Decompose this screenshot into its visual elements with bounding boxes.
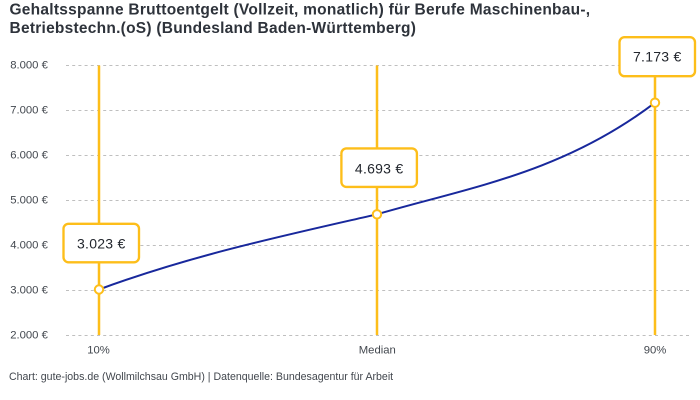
svg-text:7.173 €: 7.173 € [633,49,681,65]
svg-text:90%: 90% [644,345,667,357]
svg-text:2.000 €: 2.000 € [10,330,48,342]
svg-text:8.000 €: 8.000 € [10,60,48,72]
svg-text:4.693 €: 4.693 € [355,161,403,177]
svg-text:5.000 €: 5.000 € [10,195,48,207]
svg-text:Gehaltsspanne Bruttoentgelt (V: Gehaltsspanne Bruttoentgelt (Vollzeit, m… [10,1,591,18]
svg-text:3.023 €: 3.023 € [77,236,125,252]
svg-text:7.000 €: 7.000 € [10,105,48,117]
svg-text:6.000 €: 6.000 € [10,150,48,162]
svg-text:3.000 €: 3.000 € [10,285,48,297]
svg-text:Median: Median [359,345,396,357]
svg-text:4.000 €: 4.000 € [10,240,48,252]
svg-text:Chart: gute-jobs.de (Wollmilch: Chart: gute-jobs.de (Wollmilchsau GmbH) … [9,371,393,383]
svg-text:10%: 10% [87,345,110,357]
svg-text:Betriebstechn.(oS) (Bundesland: Betriebstechn.(oS) (Bundesland Baden-Wür… [10,20,417,37]
